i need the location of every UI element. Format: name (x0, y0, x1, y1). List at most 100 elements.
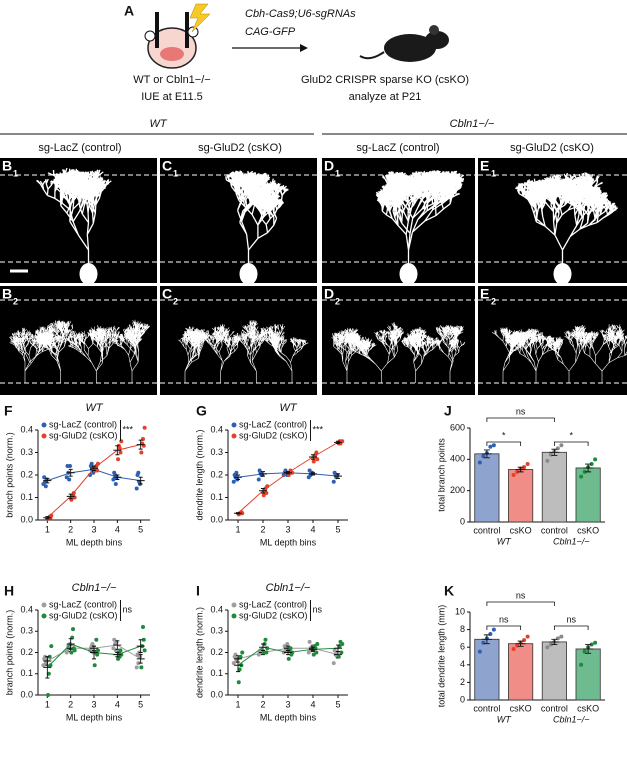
x-tick-label: 5 (335, 524, 340, 534)
data-point (340, 642, 345, 646)
error-bar (481, 634, 492, 645)
data-point (119, 439, 124, 444)
data-point (331, 479, 336, 484)
electrode (185, 12, 189, 48)
y-tick-label: 400 (450, 454, 465, 464)
data-point (134, 665, 139, 670)
outcome-text: GluD2 CRISPR sparse KO (csKO) (301, 74, 469, 86)
data-point (582, 469, 587, 474)
significance: *** (123, 424, 134, 434)
y-tick-label: 0.2 (20, 469, 33, 479)
data-point (336, 654, 341, 659)
y-tick-label: 0.4 (210, 604, 223, 614)
panel-subscript: 2 (13, 296, 18, 306)
data-point (264, 650, 269, 655)
panel-subscript: 2 (173, 296, 178, 306)
error-bar (113, 474, 122, 480)
data-point (240, 511, 245, 516)
panel-letter: C (162, 158, 172, 174)
data-point (511, 473, 516, 477)
significance: ns (566, 614, 576, 624)
x-tick-label: control (473, 525, 500, 535)
vector-text: CAG-GFP (245, 26, 296, 38)
data-point (555, 636, 560, 641)
legend-label: sg-GluD2 (csKO) (239, 610, 308, 620)
legend-label: sg-LacZ (control) (239, 419, 307, 429)
error-bar (136, 654, 145, 664)
chart: I Cbln1−/− dendrite length (norm.) 0.0 0.1 0.… (194, 582, 348, 722)
data-point (46, 671, 51, 676)
x-tick-label: csKO (510, 525, 532, 535)
dendrite-trace (491, 324, 627, 383)
electrode-plus (187, 26, 199, 38)
bar (474, 638, 500, 701)
group-label: Cbln1−/− (553, 536, 590, 546)
electrode-minus (144, 30, 156, 42)
y-tick-label: 0.4 (20, 604, 33, 614)
data-point (67, 477, 72, 482)
data-point (593, 457, 598, 462)
image-panel (160, 158, 317, 283)
error-bar (43, 656, 52, 679)
error-bar (284, 645, 292, 651)
column-header: sg-LacZ (control) (356, 142, 439, 154)
x-tick-label: 3 (285, 524, 290, 534)
x-tick-label: csKO (577, 703, 599, 713)
error-bar (136, 439, 145, 450)
y-tick-label: 0.1 (20, 492, 33, 502)
x-tick-label: 1 (45, 524, 50, 534)
significance: *** (313, 424, 324, 434)
panel-letter: D (324, 158, 334, 174)
y-tick-label: 0.4 (20, 424, 33, 434)
panel-letter: I (196, 583, 200, 599)
error-bar (334, 644, 342, 652)
significance: ns (516, 590, 526, 600)
x-tick-label: 3 (285, 699, 290, 709)
x-tick-label: 4 (115, 699, 120, 709)
panel-subscript: 1 (173, 168, 178, 178)
y-tick-label: 0.0 (20, 689, 33, 699)
data-point (263, 637, 268, 642)
group-label: WT (497, 536, 512, 546)
dendrite (515, 172, 619, 270)
chart: G WT dendrite length (norm.) 0.0 0.1 0.2 0.3 0.… (194, 402, 348, 547)
y-tick-label: 2 (460, 677, 465, 687)
x-axis-label: ML depth bins (260, 537, 317, 547)
data-point (136, 470, 141, 475)
y-tick-label: 0.2 (210, 469, 223, 479)
chart-title: WT (85, 402, 103, 414)
data-point (142, 425, 147, 430)
x-tick-label: control (541, 703, 568, 713)
group-header: Cbln1−/− (450, 118, 495, 130)
schematic: A Cbh-Cas9;U6-sgRNAs CAG-GFP WT or Cbln1… (124, 3, 469, 103)
data-point (95, 468, 100, 473)
significance-bracket (486, 625, 522, 630)
soma (79, 263, 98, 283)
data-point (67, 464, 72, 468)
panel-subscript: 2 (491, 296, 496, 306)
data-point (236, 680, 241, 685)
data-point (49, 644, 54, 649)
data-point (264, 491, 269, 495)
group-header: WT (149, 118, 167, 130)
panel-letter: H (4, 583, 14, 599)
error-bar (234, 658, 242, 673)
legend-label: sg-LacZ (control) (49, 599, 117, 609)
mouse-tail (359, 51, 385, 60)
data-point (116, 457, 121, 462)
y-axis-label: total dendrite length (mm) (436, 605, 446, 708)
y-axis-label: dendrite length (norm.) (194, 607, 204, 698)
data-point (522, 465, 527, 470)
data-point (72, 648, 77, 653)
significance: * (569, 430, 573, 440)
data-point (95, 648, 100, 653)
x-tick-label: 1 (45, 699, 50, 709)
data-point (515, 469, 520, 474)
significance: ns (499, 614, 509, 624)
error-bar (309, 472, 317, 476)
bar (474, 453, 500, 523)
data-point (477, 460, 482, 465)
data-point (89, 461, 94, 466)
y-tick-label: 6 (460, 642, 465, 652)
